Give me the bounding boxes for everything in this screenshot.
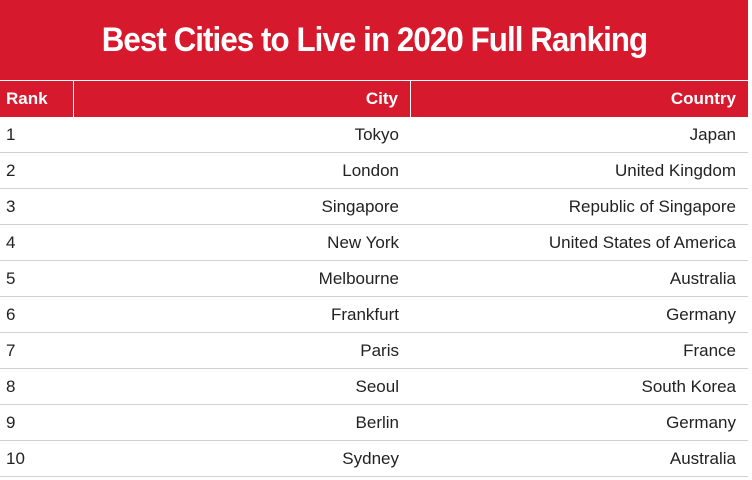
right-margin: [748, 0, 752, 480]
city-cell: New York: [327, 233, 399, 252]
country-cell: United States of America: [548, 233, 736, 252]
table-row: 5 Melbourne Australia: [0, 261, 748, 297]
country-cell: Republic of Singapore: [568, 197, 736, 216]
table-title: Best Cities to Live in 2020 Full Ranking: [101, 20, 647, 59]
table-header: Rank City Country: [0, 80, 748, 117]
country-cell: Germany: [666, 413, 736, 432]
rank-cell: 6: [6, 305, 16, 324]
title-banner: Best Cities to Live in 2020 Full Ranking: [0, 0, 748, 80]
header-country: Country: [670, 89, 736, 108]
table-row: 7 Paris France: [0, 333, 748, 369]
city-cell: Paris: [360, 341, 399, 360]
rank-cell: 8: [6, 377, 16, 396]
rank-cell: 7: [6, 341, 16, 360]
city-cell: Melbourne: [318, 269, 399, 288]
city-cell: Frankfurt: [330, 305, 399, 324]
country-cell: Australia: [669, 449, 736, 468]
city-cell: London: [342, 161, 399, 180]
table-row: 3 Singapore Republic of Singapore: [0, 189, 748, 225]
country-cell: France: [683, 341, 736, 360]
city-cell: Berlin: [355, 413, 399, 432]
country-cell: Germany: [666, 305, 736, 324]
header-rank: Rank: [0, 81, 74, 117]
rank-cell: 10: [6, 449, 25, 468]
city-cell: Sydney: [342, 449, 399, 468]
table-row: 8 Seoul South Korea: [0, 369, 748, 405]
city-cell: Tokyo: [354, 125, 399, 144]
city-cell: Singapore: [321, 197, 399, 216]
table-row: 2 London United Kingdom: [0, 153, 748, 189]
country-cell: United Kingdom: [615, 161, 736, 180]
rank-cell: 1: [6, 125, 16, 144]
table-row: 9 Berlin Germany: [0, 405, 748, 441]
city-cell: Seoul: [355, 377, 399, 396]
rank-cell: 4: [6, 233, 16, 252]
rank-cell: 9: [6, 413, 16, 432]
rank-cell: 5: [6, 269, 16, 288]
header-city: City: [74, 81, 411, 117]
country-cell: Australia: [669, 269, 736, 288]
country-cell: South Korea: [641, 377, 736, 396]
table-body: 1 Tokyo Japan 2 London United Kingdom 3 …: [0, 117, 748, 477]
rank-cell: 2: [6, 161, 16, 180]
table-row: 6 Frankfurt Germany: [0, 297, 748, 333]
rank-cell: 3: [6, 197, 16, 216]
table-row: 1 Tokyo Japan: [0, 117, 748, 153]
table-row: 4 New York United States of America: [0, 225, 748, 261]
table-row: 10 Sydney Australia: [0, 441, 748, 477]
country-cell: Japan: [689, 125, 736, 144]
